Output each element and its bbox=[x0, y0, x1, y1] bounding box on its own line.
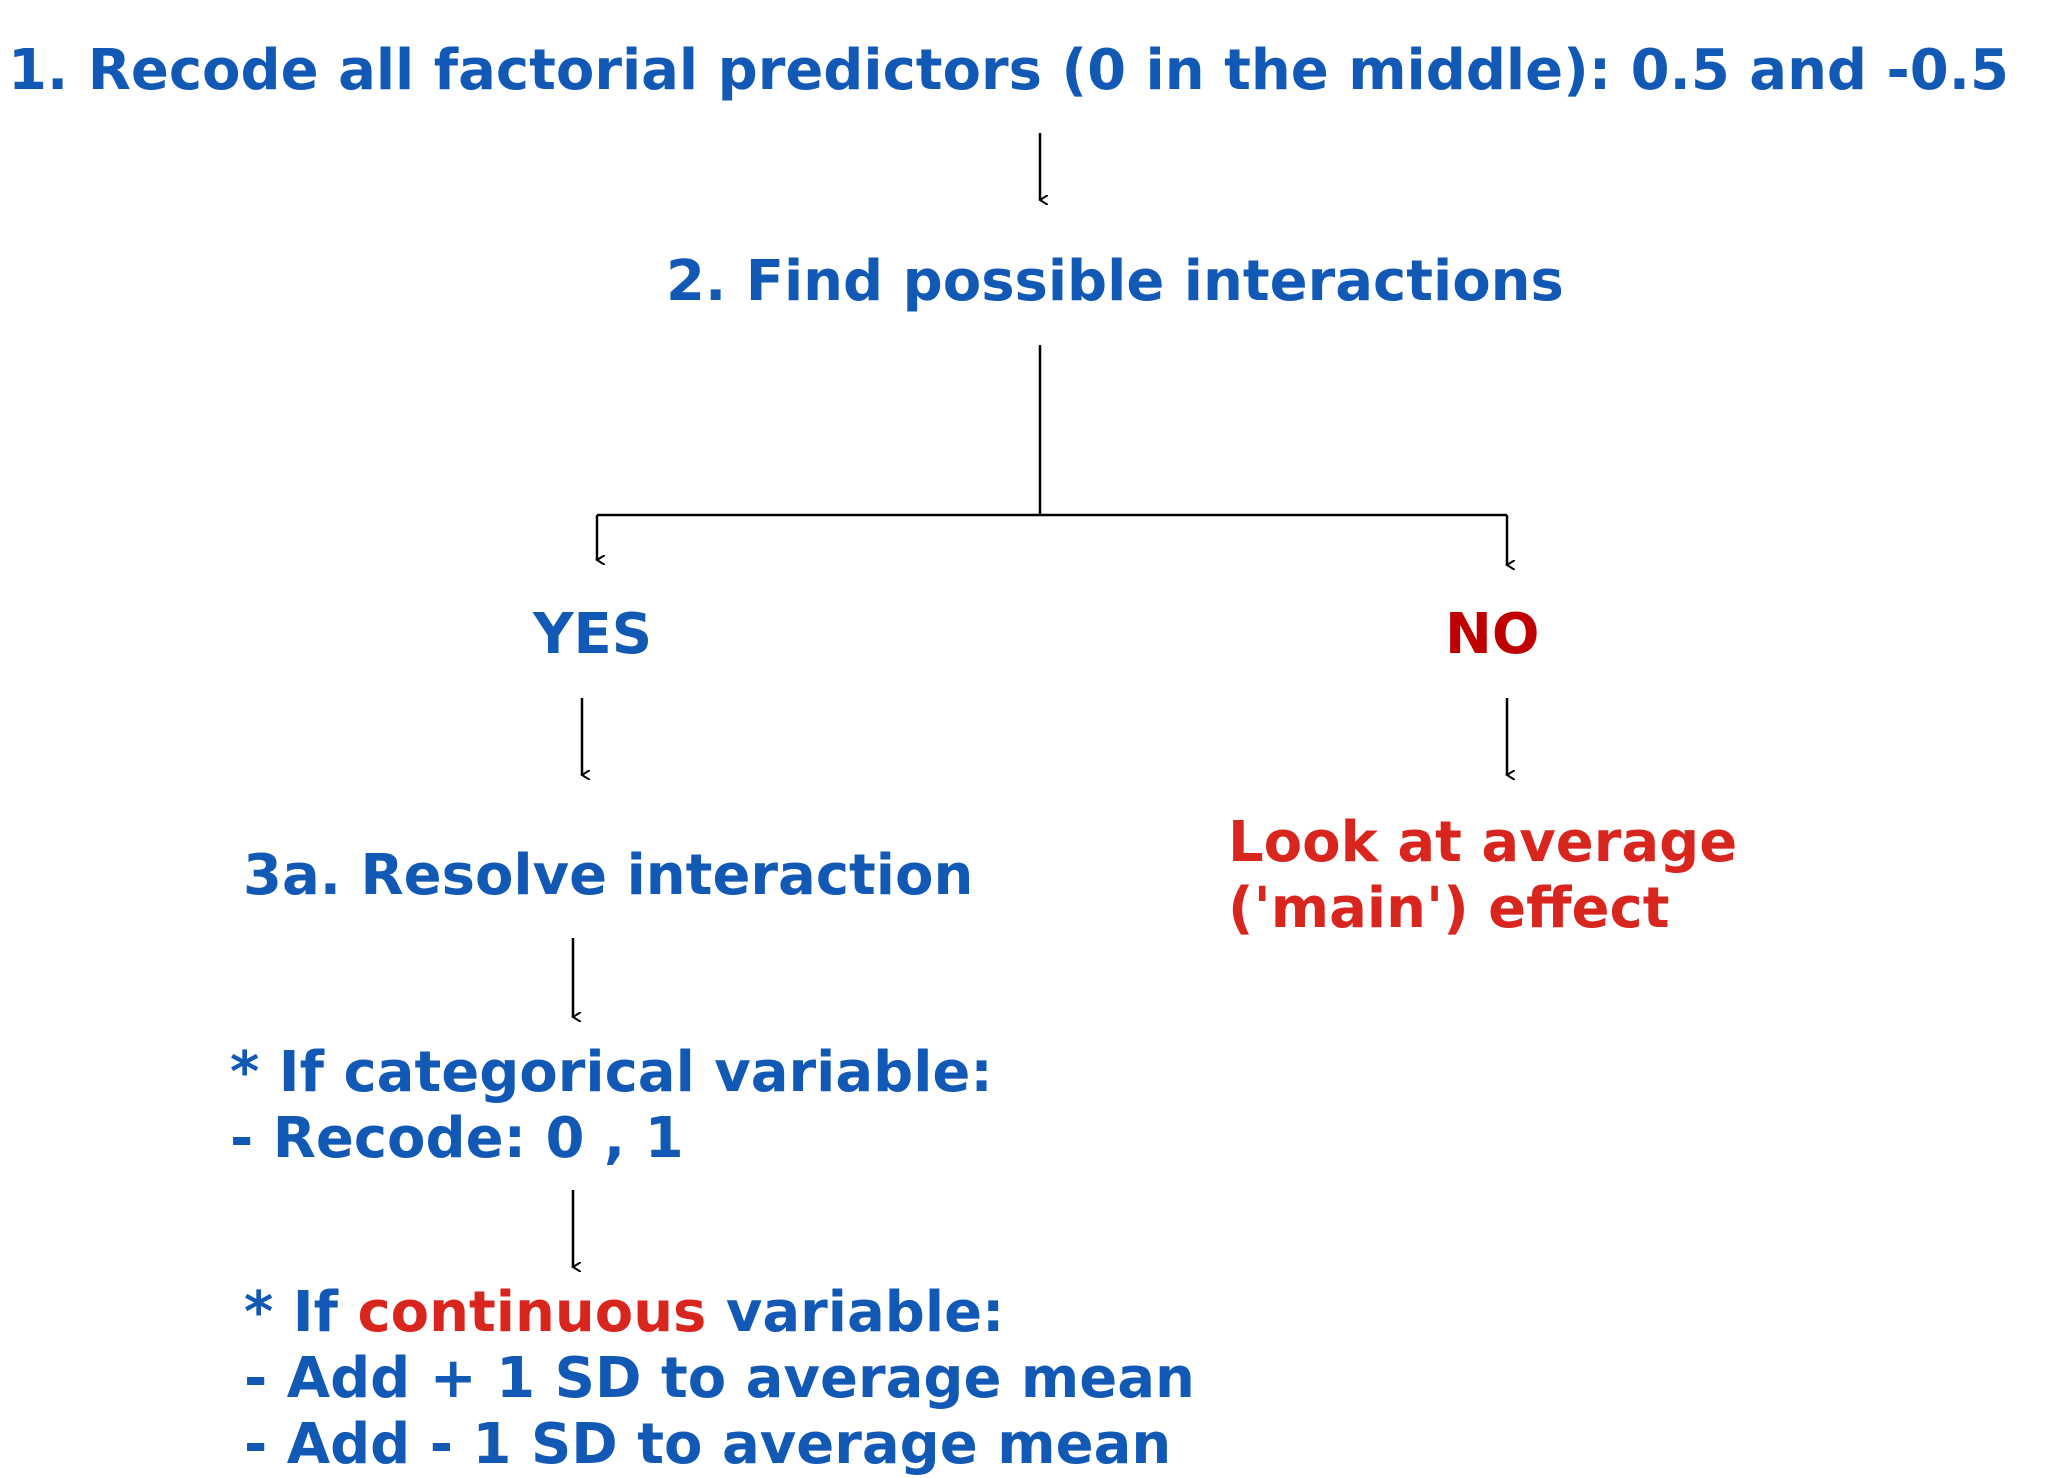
categorical-line2: - Recode: 0 , 1 bbox=[230, 1106, 684, 1171]
categorical-line1: * If categorical variable: bbox=[230, 1040, 993, 1105]
continuous-line3: - Add - 1 SD to average mean bbox=[244, 1412, 1172, 1477]
continuous-highlight: continuous bbox=[357, 1280, 707, 1345]
no-label: NO bbox=[1445, 602, 1540, 667]
main-effect-line2: ('main') effect bbox=[1228, 876, 1670, 941]
continuous-line2: - Add + 1 SD to average mean bbox=[244, 1346, 1195, 1411]
step2-label: 2. Find possible interactions bbox=[666, 249, 1564, 314]
continuous-suffix: variable: bbox=[706, 1280, 1005, 1345]
continuous-prefix: * If bbox=[244, 1280, 358, 1345]
step1-label: 1. Recode all factorial predictors (0 in… bbox=[8, 38, 2009, 103]
step3a-label: 3a. Resolve interaction bbox=[243, 843, 974, 908]
main-effect-line1: Look at average bbox=[1228, 810, 1738, 875]
continuous-line1: * If continuous variable: bbox=[244, 1280, 1004, 1346]
yes-label: YES bbox=[533, 602, 653, 667]
